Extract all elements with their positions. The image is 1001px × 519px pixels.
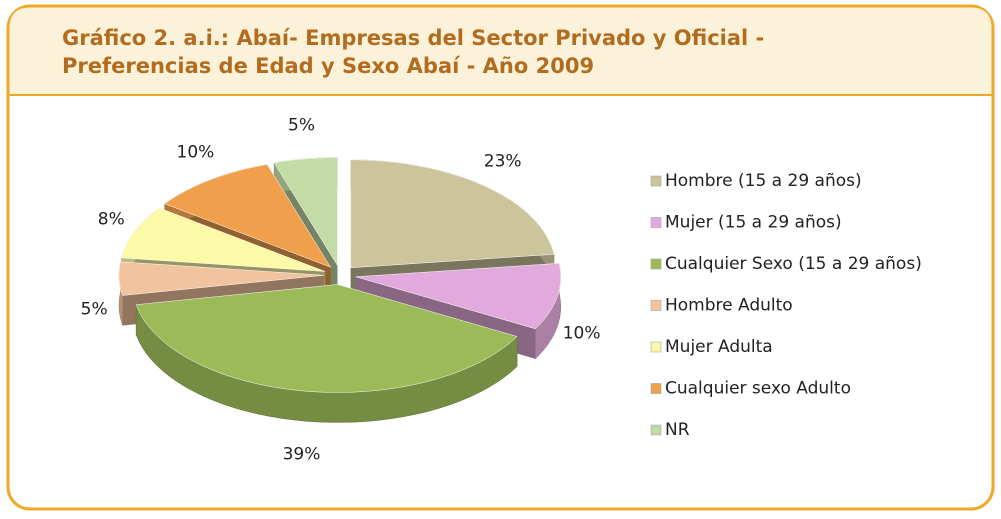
legend-label: Hombre Adulto [665,296,793,316]
data-label: 5% [288,116,315,136]
legend-swatch [650,341,662,353]
chart-title: Gráfico 2. a.i.: Abaí- Empresas del Sect… [62,26,764,50]
pie-slice [135,284,518,423]
slice-top [273,157,338,267]
legend-label: Mujer (15 a 29 años) [665,213,842,233]
legend-swatch [650,258,662,270]
legend-swatch [650,424,662,436]
legend-label: Cualquier Sexo (15 a 29 años) [665,254,922,274]
legend-swatch [650,217,662,228]
data-label: 23% [484,152,522,172]
legend-label: Mujer Adulta [665,337,773,357]
legend-label: NR [665,420,690,440]
slice-top [164,164,332,268]
data-label: 10% [177,143,215,163]
data-label: 8% [98,209,125,229]
slice-top [135,284,518,393]
legend-label: Cualquier sexo Adulto [665,379,851,399]
legend-swatch [650,383,662,394]
data-label: 39% [283,444,321,464]
legend-label: Hombre (15 a 29 años) [665,171,862,191]
title-band [9,7,992,95]
slice-top [121,207,326,272]
slice-top [355,263,561,330]
chart-title: Preferencias de Edad y Sexo Abaí - Año 2… [62,54,594,78]
legend-swatch [650,300,662,311]
slice-top [118,261,325,296]
legend-swatch [650,175,662,187]
data-label: 10% [563,323,601,343]
data-label: 5% [81,300,108,320]
slice-top [350,159,555,269]
